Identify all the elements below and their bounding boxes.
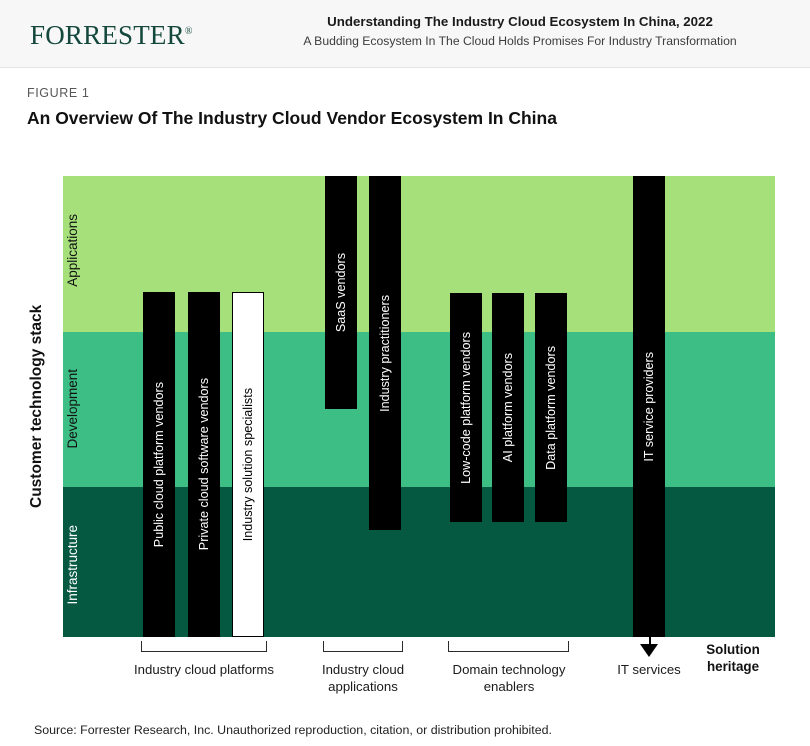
bar-label: SaaS vendors [333,252,348,333]
bar-data-platform-vendors[interactable]: Data platform vendors [535,293,567,522]
bar-label: Private cloud software vendors [196,378,211,551]
bracket-industry-cloud-platforms [141,641,267,652]
bar-label: Low-code platform vendors [458,331,473,484]
figure-title: An Overview Of The Industry Cloud Vendor… [27,108,557,128]
bar-private-cloud-software-vendors[interactable]: Private cloud software vendors [188,292,220,637]
band-label-infrastructure: Infrastructure [65,525,80,605]
y-axis-title: Customer technology stack [28,304,45,509]
bracket-domain-technology-enablers [448,641,569,652]
source-note: Source: Forrester Research, Inc. Unautho… [34,723,552,737]
chart-plot-area: Applications Development Infrastructure … [63,176,775,637]
bar-it-service-providers[interactable]: IT service providers [633,176,665,637]
band-label-development: Development [65,369,80,449]
bar-label: IT service providers [641,351,656,462]
group-label-it-services: IT services [617,662,681,677]
forrester-logo: FORRESTER® [30,20,193,51]
report-subtitle: A Budding Ecosystem In The Cloud Holds P… [303,34,737,48]
bar-public-cloud-platform-vendors[interactable]: Public cloud platform vendors [143,292,175,637]
group-label-industry-cloud-platforms: Industry cloud platforms [134,662,274,677]
bar-saas-vendors[interactable]: SaaS vendors [325,176,357,409]
registered-trademark-icon: ® [184,26,193,37]
bar-label: Public cloud platform vendors [151,381,166,548]
bar-label: Industry solution specialists [240,387,255,542]
band-label-applications: Applications [65,214,80,287]
bar-low-code-platform-vendors[interactable]: Low-code platform vendors [450,293,482,522]
group-label-industry-cloud-applications: Industry cloud applications [321,662,405,694]
it-services-arrow-icon [640,644,658,657]
report-title: Understanding The Industry Cloud Ecosyst… [327,14,713,29]
bar-label: AI platform vendors [500,352,515,463]
figure-number: FIGURE 1 [27,86,90,100]
bar-industry-practitioners[interactable]: Industry practitioners [369,176,401,530]
x-axis-title: Solution heritage [706,642,760,675]
page-header: FORRESTER® Understanding The Industry Cl… [0,0,810,68]
bar-label: Data platform vendors [543,345,558,470]
it-services-arrow-stem [649,637,651,649]
group-label-domain-technology-enablers: Domain technology enablers [452,662,566,694]
bar-label: Industry practitioners [377,294,392,412]
bar-ai-platform-vendors[interactable]: AI platform vendors [492,293,524,522]
logo-wordmark: FORRESTER [30,20,185,50]
bar-industry-solution-specialists[interactable]: Industry solution specialists [232,292,264,637]
bracket-industry-cloud-applications [323,641,403,652]
